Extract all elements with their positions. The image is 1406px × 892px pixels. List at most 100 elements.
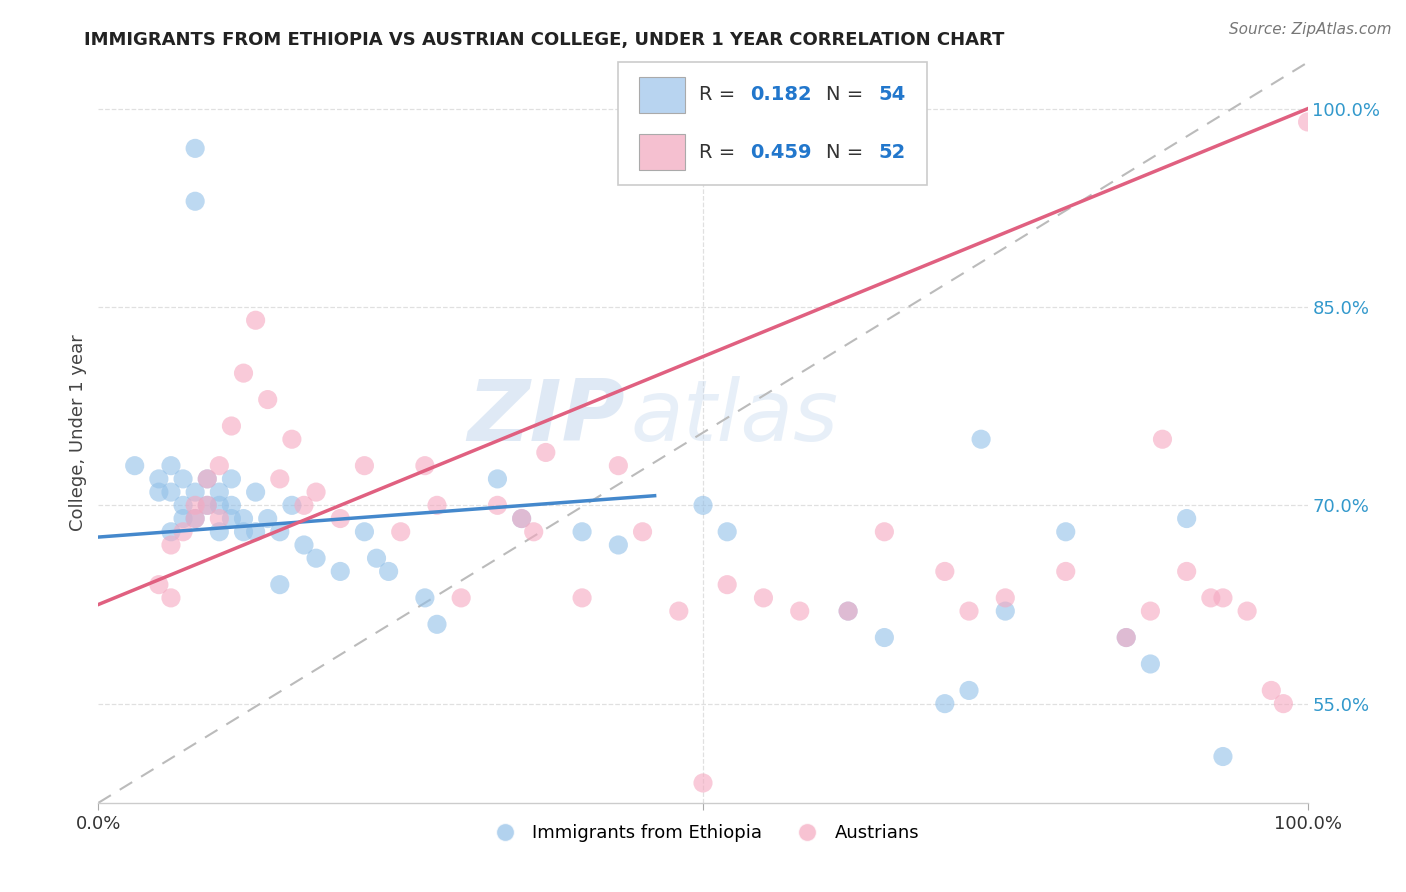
Point — [160, 538, 183, 552]
Point — [208, 458, 231, 473]
Point — [1260, 683, 1282, 698]
Point — [148, 577, 170, 591]
Text: Source: ZipAtlas.com: Source: ZipAtlas.com — [1229, 22, 1392, 37]
Point — [970, 432, 993, 446]
Point — [994, 591, 1017, 605]
Point — [1236, 604, 1258, 618]
Text: atlas: atlas — [630, 376, 838, 459]
Point — [160, 524, 183, 539]
Point — [1212, 749, 1234, 764]
Point — [232, 366, 254, 380]
Point — [752, 591, 775, 605]
Text: IMMIGRANTS FROM ETHIOPIA VS AUSTRIAN COLLEGE, UNDER 1 YEAR CORRELATION CHART: IMMIGRANTS FROM ETHIOPIA VS AUSTRIAN COL… — [84, 31, 1005, 49]
Point — [1175, 565, 1198, 579]
Point — [534, 445, 557, 459]
Point — [957, 683, 980, 698]
Point — [450, 591, 472, 605]
FancyBboxPatch shape — [638, 77, 685, 112]
Point — [184, 485, 207, 500]
Point — [1152, 432, 1174, 446]
Point — [305, 485, 328, 500]
Point — [353, 524, 375, 539]
Point — [873, 631, 896, 645]
Point — [1115, 631, 1137, 645]
Point — [269, 577, 291, 591]
Text: 54: 54 — [879, 86, 905, 104]
Point — [184, 511, 207, 525]
Text: 52: 52 — [879, 143, 905, 161]
Point — [124, 458, 146, 473]
Point — [607, 458, 630, 473]
Point — [256, 511, 278, 525]
Point — [256, 392, 278, 407]
Point — [523, 524, 546, 539]
Point — [413, 591, 436, 605]
Point — [571, 524, 593, 539]
Point — [208, 524, 231, 539]
Point — [232, 524, 254, 539]
Point — [172, 499, 194, 513]
Point — [172, 511, 194, 525]
Point — [389, 524, 412, 539]
Point — [269, 472, 291, 486]
Text: 0.459: 0.459 — [751, 143, 811, 161]
Point — [172, 524, 194, 539]
Point — [837, 604, 859, 618]
Point — [195, 472, 218, 486]
Point — [329, 565, 352, 579]
Point — [486, 472, 509, 486]
Text: N =: N = — [827, 143, 870, 161]
Point — [292, 499, 315, 513]
Point — [510, 511, 533, 525]
Point — [1115, 631, 1137, 645]
Point — [366, 551, 388, 566]
Text: 0.182: 0.182 — [751, 86, 811, 104]
Point — [716, 524, 738, 539]
Point — [184, 511, 207, 525]
Point — [160, 458, 183, 473]
Point — [486, 499, 509, 513]
Point — [292, 538, 315, 552]
Point — [837, 604, 859, 618]
Text: N =: N = — [827, 86, 870, 104]
Point — [329, 511, 352, 525]
Point — [631, 524, 654, 539]
Point — [873, 524, 896, 539]
Point — [934, 565, 956, 579]
Point — [172, 472, 194, 486]
Point — [510, 511, 533, 525]
Point — [994, 604, 1017, 618]
Text: R =: R = — [699, 143, 742, 161]
Point — [195, 472, 218, 486]
Point — [160, 485, 183, 500]
Point — [281, 499, 304, 513]
Point — [1139, 604, 1161, 618]
Point — [716, 577, 738, 591]
Point — [1139, 657, 1161, 671]
Point — [208, 485, 231, 500]
Point — [957, 604, 980, 618]
Point — [281, 432, 304, 446]
Point — [184, 141, 207, 155]
Point — [245, 524, 267, 539]
Point — [160, 591, 183, 605]
Point — [1175, 511, 1198, 525]
Point — [184, 194, 207, 209]
Point — [245, 313, 267, 327]
Point — [245, 485, 267, 500]
Point — [232, 511, 254, 525]
Point — [377, 565, 399, 579]
Point — [184, 499, 207, 513]
Point — [789, 604, 811, 618]
Point — [195, 499, 218, 513]
Point — [269, 524, 291, 539]
Point — [195, 499, 218, 513]
Point — [692, 499, 714, 513]
Y-axis label: College, Under 1 year: College, Under 1 year — [69, 334, 87, 531]
Point — [221, 419, 243, 434]
Text: R =: R = — [699, 86, 742, 104]
Point — [148, 485, 170, 500]
Point — [1054, 524, 1077, 539]
Point — [208, 511, 231, 525]
Point — [148, 472, 170, 486]
